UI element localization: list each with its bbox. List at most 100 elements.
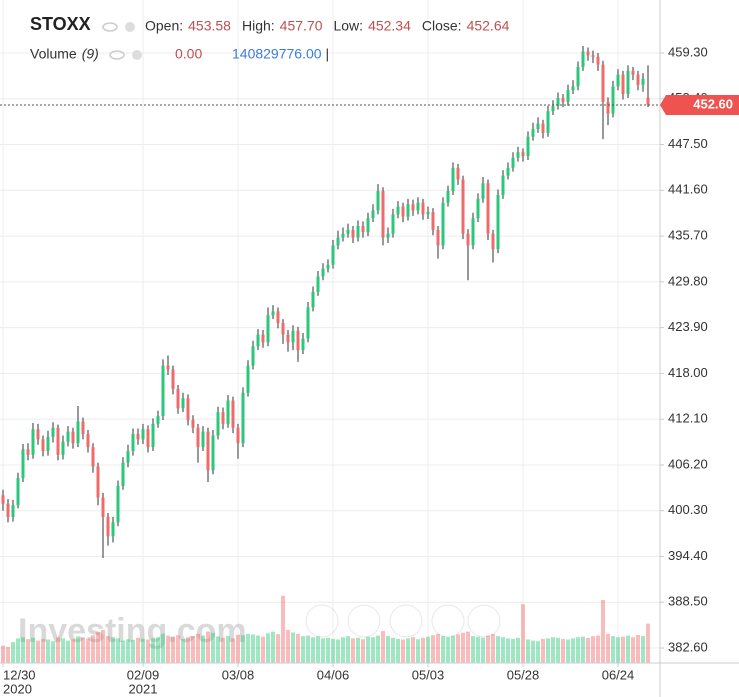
candle-body: [76, 421, 80, 444]
candle-body: [326, 264, 330, 269]
volume-bar: [316, 636, 320, 663]
candle-body: [471, 218, 475, 246]
grid: [0, 0, 660, 663]
volume-bar: [141, 638, 145, 663]
volume-bar: [571, 638, 575, 663]
candle-body: [136, 433, 140, 440]
volume-bar: [71, 639, 75, 663]
volume-bar: [631, 637, 635, 663]
volume-bar: [86, 638, 90, 663]
volume-bar: [361, 639, 365, 663]
candle-body: [591, 55, 595, 57]
candle-body: [561, 97, 565, 102]
candle-body: [331, 245, 335, 265]
candle-body: [501, 175, 505, 195]
candle-body: [171, 369, 175, 389]
candle-body: [526, 136, 530, 157]
candle-body: [26, 449, 30, 455]
candle-body: [316, 276, 320, 292]
last-price-tag: [660, 94, 739, 115]
volume-bar: [271, 631, 275, 663]
axes: 382.60 388.50 394.40 400.30 406.20 412.10 418.…: [0, 44, 739, 696]
candle-body: [426, 212, 430, 215]
candle-body: [281, 322, 285, 335]
candle-body: [621, 74, 625, 95]
gear-icon: [132, 50, 142, 60]
volume-bar: [596, 635, 600, 663]
volume-bar: [436, 633, 440, 663]
volume-bar: [481, 637, 485, 663]
x-tick-label: 02/09: [127, 667, 160, 682]
volume-bar: [556, 637, 560, 663]
candle-body: [311, 291, 315, 308]
icon: [431, 604, 465, 638]
volume-bar: [201, 635, 205, 663]
volume-bar: [116, 638, 120, 663]
volume-bar: [526, 639, 530, 663]
candle-body: [631, 70, 635, 75]
candle-body: [226, 400, 230, 424]
volume-bar: [251, 634, 255, 663]
candle-body: [11, 505, 15, 517]
x-tick-label: 03/08: [222, 667, 255, 682]
volume-bar: [346, 636, 350, 663]
candle-body: [126, 450, 130, 463]
candle-body: [306, 307, 310, 339]
volume-bar: [156, 637, 160, 663]
legend-value: 453.58: [188, 18, 231, 34]
candle-body: [221, 412, 225, 424]
volume-bar: [616, 637, 620, 663]
volume-bar: [306, 635, 310, 663]
candle-body: [381, 191, 385, 238]
volume-bar: [241, 635, 245, 663]
volume-bar: [451, 635, 455, 663]
candle-body: [341, 233, 345, 238]
eye-icon: [109, 50, 125, 60]
volume-bar: [511, 638, 515, 663]
candle-body: [401, 206, 405, 217]
volume-bar: [211, 632, 215, 663]
volume-bar: [31, 637, 35, 663]
volume-bar: [576, 637, 580, 663]
candle-body: [276, 311, 280, 323]
volume-bar: [501, 637, 505, 663]
candle-body: [391, 214, 395, 234]
candle-body: [71, 431, 75, 444]
volume-bar: [591, 636, 595, 663]
candle-body: [186, 398, 190, 420]
volume-value: 140829776.00: [232, 46, 322, 62]
volume-bar: [26, 639, 30, 663]
volume-bar: [226, 636, 230, 663]
candle-body: [436, 229, 440, 246]
volume-bar: [626, 635, 630, 663]
candle-body: [256, 334, 260, 347]
candle-body: [116, 485, 120, 523]
candle-body: [151, 423, 155, 448]
volume-separator: |: [326, 46, 330, 62]
candle-body: [206, 431, 210, 471]
volume-bar: [21, 637, 25, 663]
candle-body: [641, 78, 645, 85]
candle-body: [521, 152, 525, 157]
volume-bar: [291, 632, 295, 663]
volume-bar: [196, 633, 200, 663]
volume-bar: [521, 604, 525, 663]
watermark: Investing.com: [18, 612, 247, 650]
candle-body: [36, 429, 40, 440]
candle-body: [161, 365, 165, 417]
volume-bar: [581, 636, 585, 663]
candle-body: [106, 516, 110, 537]
candle-body: [601, 64, 605, 102]
volume-bar: [341, 637, 345, 663]
volume-bar: [531, 640, 535, 663]
volume-bar: [191, 636, 195, 663]
legend: STOXX Open: 453.58 High: 457.70 Low: 452.34 Clo…: [30, 14, 510, 62]
volume-bar: [321, 638, 325, 663]
volume-bar: [401, 639, 405, 663]
volume-bar: [411, 637, 415, 663]
candle-body: [386, 233, 390, 238]
y-tick-label: 400.30: [668, 502, 708, 517]
legend-label: Open:: [145, 18, 183, 34]
last-price-label: 452.60: [693, 96, 733, 111]
x-tick-label: 12/30: [3, 667, 36, 682]
